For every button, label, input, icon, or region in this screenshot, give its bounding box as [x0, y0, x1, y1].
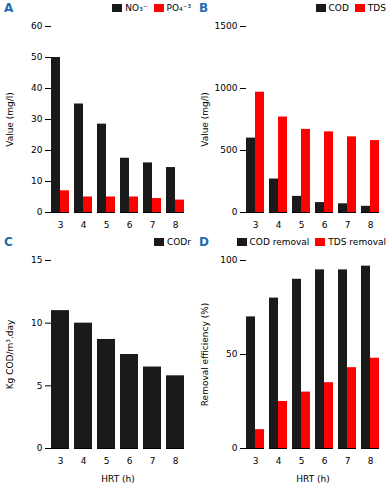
svg-text:20: 20 [31, 145, 43, 155]
svg-text:7: 7 [345, 220, 351, 230]
svg-text:3: 3 [58, 220, 64, 230]
svg-text:6: 6 [127, 456, 133, 466]
svg-text:1000: 1000 [215, 83, 238, 93]
html-text:COD removal: COD removal [249, 237, 310, 247]
html-text:A: A [4, 1, 14, 15]
svg-text:Value (mg/l): Value (mg/l) [5, 92, 15, 147]
html-text:COD: COD [328, 3, 349, 13]
svg-text:4: 4 [276, 220, 282, 230]
svg-text:0: 0 [37, 443, 43, 453]
svg-text:40: 40 [31, 83, 43, 93]
html-text:PO₄⁻³: PO₄⁻³ [166, 3, 191, 13]
svg-text:6: 6 [127, 220, 133, 230]
svg-text:5: 5 [37, 381, 43, 391]
svg-text:Value (mg/l): Value (mg/l) [200, 92, 210, 147]
svg-text:3: 3 [58, 456, 64, 466]
svg-text:1500: 1500 [215, 21, 238, 31]
svg-text:60: 60 [31, 21, 43, 31]
svg-text:7: 7 [150, 456, 156, 466]
svg-text:5: 5 [104, 456, 110, 466]
svg-text:Removal efficiency (%): Removal efficiency (%) [200, 303, 210, 407]
svg-text:3: 3 [253, 456, 259, 466]
html-text:C: C [4, 235, 13, 249]
svg-text:0: 0 [37, 207, 43, 217]
svg-text:6: 6 [322, 220, 328, 230]
svg-text:500: 500 [220, 145, 237, 155]
svg-text:10: 10 [31, 318, 43, 328]
html-text:NO₃⁻: NO₃⁻ [125, 3, 148, 13]
svg-text:6: 6 [322, 456, 328, 466]
svg-text:15: 15 [31, 255, 42, 265]
svg-text:0: 0 [232, 207, 238, 217]
svg-text:4: 4 [81, 220, 87, 230]
svg-text:5: 5 [299, 456, 305, 466]
svg-text:8: 8 [173, 220, 179, 230]
svg-text:30: 30 [31, 114, 43, 124]
html-text:TDS: TDS [367, 3, 386, 13]
svg-text:HRT (h): HRT (h) [296, 474, 329, 484]
svg-text:7: 7 [150, 220, 156, 230]
svg-text:4: 4 [276, 456, 282, 466]
html-text:B: B [199, 1, 209, 15]
svg-text:5: 5 [299, 220, 305, 230]
svg-text:Kg COD/m³.day: Kg COD/m³.day [5, 319, 15, 389]
svg-text:100: 100 [220, 255, 237, 265]
svg-text:7: 7 [345, 456, 351, 466]
svg-text:50: 50 [31, 52, 43, 62]
svg-text:5: 5 [104, 220, 110, 230]
svg-text:0: 0 [232, 443, 238, 453]
svg-text:3: 3 [253, 220, 259, 230]
svg-text:HRT (h): HRT (h) [101, 474, 134, 484]
html-text:TDS removal: TDS removal [328, 237, 386, 247]
svg-text:10: 10 [31, 176, 43, 186]
svg-text:50: 50 [226, 349, 238, 359]
html-text:CODr: CODr [167, 237, 191, 247]
svg-text:8: 8 [368, 220, 374, 230]
svg-text:8: 8 [368, 456, 374, 466]
svg-text:4: 4 [81, 456, 87, 466]
svg-text:8: 8 [173, 456, 179, 466]
html-text:D: D [199, 235, 209, 249]
